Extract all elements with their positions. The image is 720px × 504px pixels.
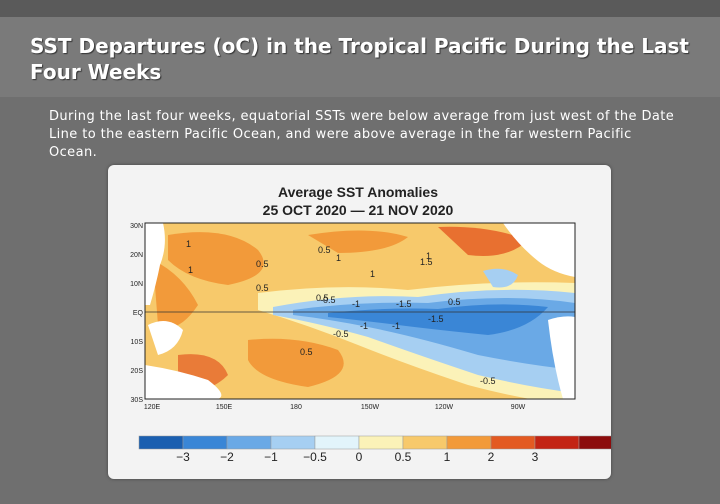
lon-label: 150W [361, 404, 380, 411]
contour-label: 0.5 [448, 297, 461, 307]
contour-label: -0.5 [333, 329, 349, 339]
contour-label: -1 [392, 321, 400, 331]
contour-label: 1 [186, 239, 191, 249]
contour-label: 0.5 [318, 245, 331, 255]
contour-label: 0.5 [316, 293, 329, 303]
lat-label: 20N [130, 252, 143, 259]
legend-label: 0 [356, 450, 363, 464]
legend-swatch [490, 435, 536, 450]
legend-swatch [402, 435, 448, 450]
contour-label: 1 [336, 253, 341, 263]
map-field [145, 223, 575, 399]
lon-label: 150E [216, 404, 233, 411]
lon-label: 120E [144, 404, 161, 411]
color-legend [138, 435, 611, 450]
contour-label: -0.5 [320, 295, 336, 305]
contour-label: 1 [370, 269, 375, 279]
contour-label: 0.5 [256, 259, 269, 269]
contour-label: 1 [188, 265, 193, 275]
map-title: Average SST Anomalies [278, 184, 438, 200]
latitude-labels: 30N 20N 10N EQ 10S 20S 30S [130, 223, 143, 404]
legend-swatch [270, 435, 316, 450]
map-period: 25 OCT 2020 — 21 NOV 2020 [263, 202, 454, 218]
contour-label: 1 [426, 251, 431, 261]
contour-label: 0.5 [300, 347, 313, 357]
top-strip [0, 0, 720, 17]
contour-label: -0.5 [480, 376, 496, 386]
lat-label: 10N [130, 281, 143, 288]
contour-label: -1.5 [396, 299, 412, 309]
lat-label: 20S [131, 368, 144, 375]
title-bar: SST Departures (oC) in the Tropical Paci… [0, 17, 720, 97]
legend-swatch [534, 435, 580, 450]
legend-swatch [182, 435, 228, 450]
legend-swatch [578, 435, 611, 450]
lat-label: 30S [131, 397, 144, 404]
lon-label: 180 [290, 404, 302, 411]
sst-anomaly-figure: Average SST Anomalies 25 OCT 2020 — 21 N… [108, 165, 611, 479]
legend-label: 0.5 [395, 450, 412, 464]
lat-label: EQ [133, 310, 144, 317]
longitude-labels: 120E 150E 180 150W 120W 90W [144, 404, 526, 411]
lon-label: 90W [511, 404, 526, 411]
lat-label: 30N [130, 223, 143, 230]
legend-label: −3 [176, 450, 190, 464]
contour-label: -1 [352, 299, 360, 309]
contour-label: 1.5 [420, 257, 433, 267]
lon-label: 120W [435, 404, 454, 411]
contour-label: 0.5 [256, 283, 269, 293]
legend-label: 1 [444, 450, 451, 464]
legend-swatch [446, 435, 492, 450]
lat-label: 10S [131, 339, 144, 346]
slide-title: SST Departures (oC) in the Tropical Paci… [30, 34, 689, 84]
legend-swatch [314, 435, 360, 450]
slide-description: During the last four weeks, equatorial S… [49, 109, 675, 160]
legend-label: −0.5 [303, 450, 327, 464]
legend-label: 3 [532, 450, 539, 464]
contour-label: -1.5 [428, 314, 444, 324]
contour-label: -1 [360, 321, 368, 331]
legend-label: −2 [220, 450, 234, 464]
legend-swatch [358, 435, 404, 450]
legend-swatch [226, 435, 272, 450]
legend-label: 2 [488, 450, 495, 464]
sst-anomaly-map: Average SST Anomalies 25 OCT 2020 — 21 N… [130, 184, 611, 464]
legend-swatch [138, 435, 184, 450]
contour-labels: 0.5 1 1 0.5 1.5 1 1 0.5 -0.5 -1 -1.5 0.5… [186, 239, 496, 386]
legend-label: −1 [264, 450, 278, 464]
legend-labels: −3 −2 −1 −0.5 0 0.5 1 2 3 [176, 450, 539, 464]
